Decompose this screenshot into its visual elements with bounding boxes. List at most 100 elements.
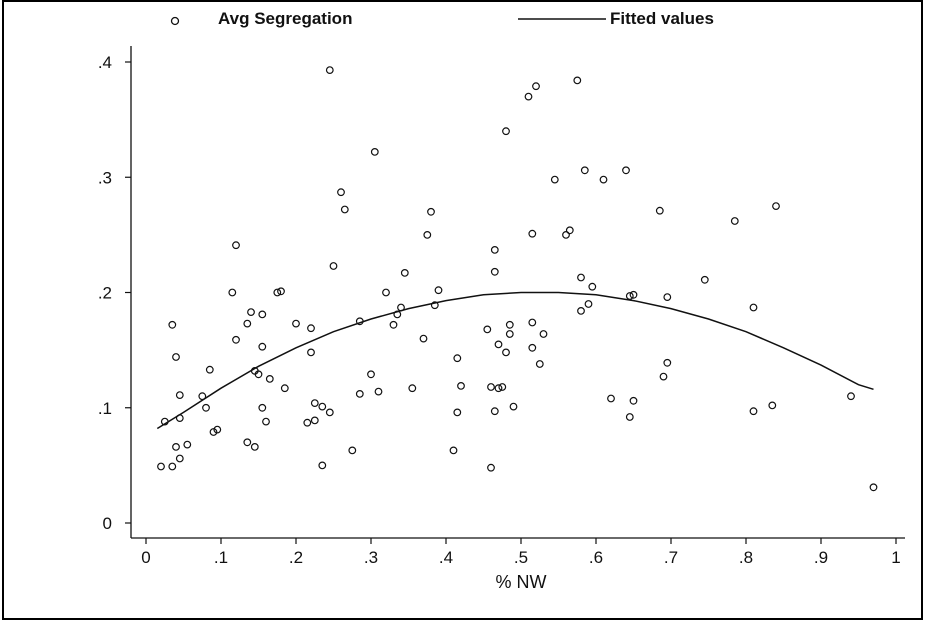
x-axis-title: % NW xyxy=(496,572,547,592)
scatter-point xyxy=(389,320,398,329)
scatter-point xyxy=(659,372,668,381)
legend-marker-avg-segregation xyxy=(170,16,180,26)
scatter-point xyxy=(232,335,240,344)
scatter-point xyxy=(258,342,267,351)
scatter-point xyxy=(457,382,465,390)
y-tick-label: .4 xyxy=(98,53,112,72)
scatter-point xyxy=(419,334,428,343)
scatter-point xyxy=(663,293,672,302)
scatter-point xyxy=(325,66,334,74)
scatter-point xyxy=(869,483,878,492)
scatter-point xyxy=(629,396,638,405)
scatter-point xyxy=(168,320,177,329)
scatter-point xyxy=(573,76,582,85)
scatter-point xyxy=(307,348,315,357)
scatter-point xyxy=(355,390,364,398)
scatter-point xyxy=(408,384,417,393)
scatter-point xyxy=(490,267,499,276)
scatter-point xyxy=(370,147,379,156)
scatter-point xyxy=(258,403,267,412)
fitted-values-line xyxy=(156,291,874,430)
scatter-point xyxy=(280,384,289,393)
scatter-point xyxy=(292,319,300,328)
scatter-point xyxy=(247,308,255,317)
scatter-point xyxy=(490,245,499,254)
scatter-point xyxy=(157,462,165,471)
scatter-point xyxy=(430,301,439,310)
scatter-point xyxy=(768,401,777,410)
scatter-point xyxy=(700,275,709,284)
scatter-point xyxy=(205,365,214,374)
x-tick-label: .5 xyxy=(514,548,528,567)
scatter-point xyxy=(175,391,184,400)
x-tick-label: .3 xyxy=(364,548,378,567)
scatter-point xyxy=(535,360,544,368)
scatter-point xyxy=(310,399,319,408)
scatter-point xyxy=(655,206,664,215)
scatter-point xyxy=(490,407,499,416)
scatter-point xyxy=(277,287,285,296)
scatter-point xyxy=(577,273,585,282)
scatter-point xyxy=(374,387,383,396)
x-tick-label: 0 xyxy=(141,548,150,567)
y-tick-label: .2 xyxy=(98,284,112,303)
scatter-point xyxy=(243,438,252,447)
scatter-point xyxy=(498,383,507,391)
scatter-point xyxy=(228,288,237,297)
x-tick-label: .2 xyxy=(289,548,303,567)
scatter-point xyxy=(273,288,282,297)
legend-label-avg-segregation: Avg Segregation xyxy=(218,9,352,28)
scatter-point xyxy=(749,407,758,416)
scatter-point xyxy=(580,166,589,175)
marks xyxy=(156,66,878,492)
scatter-point xyxy=(329,262,338,270)
scatter-point xyxy=(772,202,780,211)
scatter-point xyxy=(663,358,672,367)
x-tick-label: 1 xyxy=(891,548,900,567)
scatter-point xyxy=(588,282,597,291)
scatter-point xyxy=(550,175,559,184)
scatter-point xyxy=(562,230,570,239)
scatter-point xyxy=(172,353,180,361)
scatter-point xyxy=(505,320,514,329)
scatter-point xyxy=(427,207,435,216)
scatter-point xyxy=(183,440,192,449)
scatter-point xyxy=(502,348,510,357)
scatter-point xyxy=(532,82,540,91)
scatter-point xyxy=(607,394,615,403)
scatter-point xyxy=(258,310,267,319)
scatter-point xyxy=(325,408,334,417)
scatter-point xyxy=(262,417,270,426)
scatter-point xyxy=(749,303,758,312)
scatter-point xyxy=(400,269,409,277)
y-tick-label: 0 xyxy=(103,514,112,533)
x-tick-label: .9 xyxy=(814,548,828,567)
scatter-point xyxy=(449,446,458,455)
x-tick-label: .8 xyxy=(739,548,753,567)
scatter-point xyxy=(505,330,514,338)
axes: 0 .1 .2 .3 .4 .5 .6 .7 .8 .9 1 0 .1 .2 .3 .4 xyxy=(98,46,905,567)
x-tick-label: .6 xyxy=(589,548,603,567)
scatter-point xyxy=(502,127,510,136)
scatter-point xyxy=(303,418,312,427)
scatter-point xyxy=(565,226,574,235)
scatter-point xyxy=(524,92,533,101)
scatter-point xyxy=(434,286,443,295)
scatter-point xyxy=(528,229,537,238)
scatter-point xyxy=(318,402,327,411)
scatter-point xyxy=(310,416,319,425)
scatter-point xyxy=(213,425,222,434)
scatter-point xyxy=(622,166,630,175)
scatter-point xyxy=(539,330,548,338)
scatter-point xyxy=(625,413,634,421)
scatter-point xyxy=(348,446,357,455)
scatter-point xyxy=(847,392,855,401)
y-tick-label: .1 xyxy=(98,399,112,418)
scatter-point xyxy=(730,217,739,225)
scatter-point xyxy=(487,383,495,391)
scatter-point xyxy=(243,319,252,328)
scatter-point xyxy=(254,370,263,379)
x-tick-label: .7 xyxy=(664,548,678,567)
scatter-point xyxy=(337,188,345,197)
